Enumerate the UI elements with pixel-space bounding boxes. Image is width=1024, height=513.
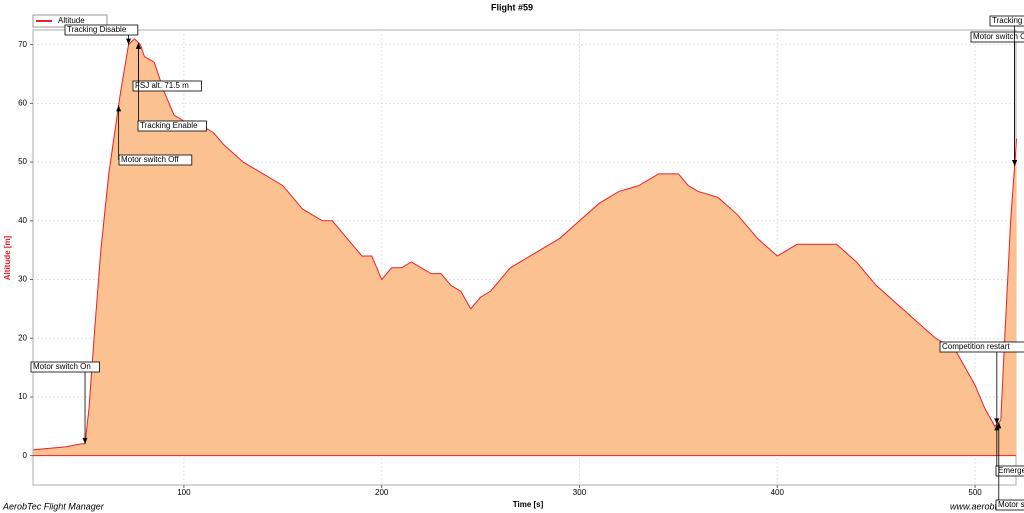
event-box	[30, 361, 100, 373]
event-box	[137, 120, 207, 132]
event-box	[995, 465, 1024, 477]
chart-title: Flight #59	[491, 2, 533, 12]
y-tick-label: 50	[18, 157, 27, 166]
event-label: Motor swi	[998, 500, 1024, 509]
event-label: Competition restart	[942, 342, 1010, 351]
area	[33, 38, 1017, 456]
event-box	[970, 31, 1024, 43]
event-label: FSJ alt. 71.5 m	[135, 81, 189, 90]
event-arrow	[126, 38, 132, 45]
event-label: Motor switch On	[33, 362, 91, 371]
event-box	[132, 80, 202, 92]
event-arrow	[996, 422, 1002, 429]
y-tick-label: 60	[18, 98, 27, 107]
event-box	[995, 499, 1024, 511]
x-tick-label: 200	[375, 488, 389, 497]
footer-left: AerobTec Flight Manager	[2, 501, 105, 511]
x-tick-label: 300	[573, 488, 587, 497]
y-tick-label: 20	[18, 333, 27, 342]
x-tick-label: 400	[771, 488, 785, 497]
event-box	[939, 341, 1024, 353]
event-arrow	[994, 418, 1000, 425]
event-label: Tracking En	[992, 16, 1024, 25]
event-label: Motor switch Off	[121, 155, 179, 164]
y-tick-label: 10	[18, 392, 27, 401]
event-label: Emergenc	[998, 466, 1024, 475]
event-label: Tracking Enable	[140, 121, 198, 130]
y-tick-label: 0	[23, 451, 28, 460]
x-tick-label: 100	[177, 488, 191, 497]
event-arrow	[135, 42, 141, 49]
y-tick-label: 70	[18, 40, 27, 49]
legend-label: Altitude	[58, 16, 85, 25]
event-arrow	[116, 105, 122, 112]
y-tick-label: 40	[18, 216, 27, 225]
y-tick-label: 30	[18, 275, 27, 284]
event-box	[64, 24, 139, 36]
x-axis-title: Time [s]	[513, 500, 544, 509]
y-axis-title: Altitude [m]	[3, 235, 12, 280]
event-box	[118, 154, 193, 166]
event-arrow	[82, 437, 88, 444]
event-box	[989, 15, 1024, 27]
x-tick-label: 500	[968, 488, 982, 497]
footer-right: www.aerobte	[950, 501, 1002, 511]
event-label: Tracking Disable	[67, 25, 127, 34]
event-label: Motor switch Off	[973, 32, 1024, 41]
event-arrow	[1012, 160, 1018, 167]
line	[33, 38, 1018, 451]
